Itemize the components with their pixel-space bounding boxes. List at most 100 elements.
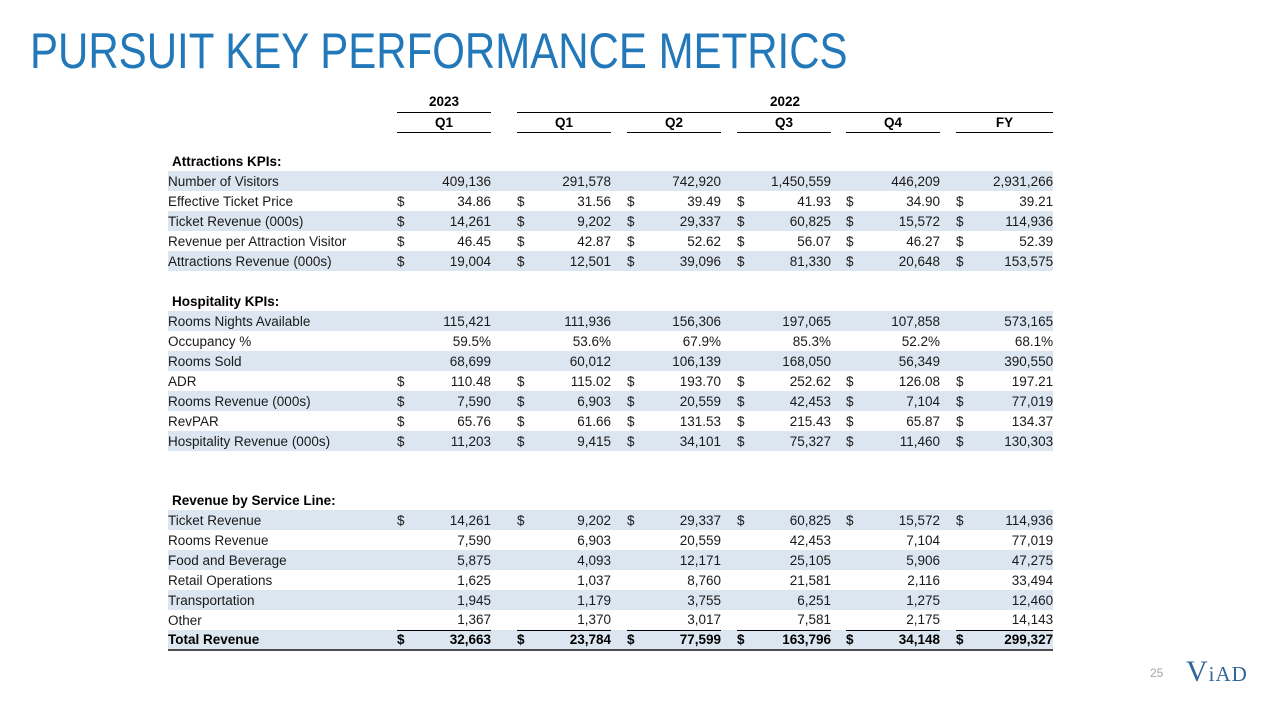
- gap-cell: [831, 630, 847, 651]
- cell-dollar-sign: $: [956, 251, 981, 271]
- cell-value: 390,550: [980, 351, 1054, 371]
- cell-value: 31.56: [577, 193, 612, 209]
- cell-value: 197.21: [1011, 373, 1054, 389]
- row-label: RevPAR: [168, 413, 219, 429]
- gap-cell: [611, 610, 627, 630]
- gap-cell: [831, 211, 847, 231]
- cell-dollar-sign: $: [397, 211, 421, 231]
- gap-cell: [721, 550, 738, 570]
- cell-dollar-sign: [956, 550, 981, 570]
- cell-dollar-sign: $: [397, 193, 405, 209]
- gap-cell: [611, 431, 628, 451]
- table-row: Rooms Sold 68,699 60,012 106,139 168,050 56,3…: [168, 351, 1054, 371]
- gap-cell: [831, 371, 846, 391]
- cell-dollar-sign: [397, 550, 421, 570]
- cell-dollar-sign: [846, 171, 871, 191]
- gap-cell: [491, 371, 517, 391]
- table-row: Food and Beverage 5,875 4,093 12,171 25,105 5…: [168, 550, 1054, 570]
- cell-value: 20,559: [651, 391, 722, 411]
- cell-value: 5,875: [421, 550, 492, 570]
- cell-value: 168,050: [761, 351, 832, 371]
- cell-value: 7,590: [421, 391, 492, 411]
- cell-dollar-sign: [397, 351, 421, 371]
- cell-dollar-sign: $: [737, 630, 762, 651]
- cell-value: 1,945: [421, 590, 492, 610]
- cell-value: 6,903: [577, 532, 612, 548]
- cell-dollar-sign: [627, 331, 651, 351]
- cell-value: 2,116: [907, 572, 941, 588]
- gap-cell: [721, 251, 738, 271]
- row-label: ADR: [168, 373, 197, 389]
- quarter-column-label: FY: [956, 112, 1054, 133]
- cell-dollar-sign: [397, 570, 421, 590]
- gap-cell: [831, 570, 846, 590]
- cell-dollar-sign: $: [846, 251, 871, 271]
- cell-value: 573,165: [980, 311, 1054, 331]
- gap-cell: [611, 331, 627, 351]
- table-row: Attractions Revenue (000s) $19,004 $12,501…: [168, 251, 1054, 271]
- row-label: Rooms Sold: [168, 351, 397, 371]
- spacer-row: [168, 132, 1053, 151]
- cell-dollar-sign: [397, 311, 421, 331]
- table-row: RevPAR $65.76 $61.66 $131.53 $215.43 $65.87 $1…: [168, 411, 1053, 431]
- cell-dollar-sign: $: [737, 233, 745, 249]
- cell-value: 53.6%: [572, 333, 612, 349]
- gap-cell: [491, 211, 518, 231]
- table-row: Total Revenue $32,663 $23,784 $77,599 $163,7…: [168, 630, 1054, 651]
- cell-value: 68.1%: [1014, 333, 1054, 349]
- cell-dollar-sign: [627, 550, 652, 570]
- gap-cell: [491, 191, 517, 211]
- table-row: Ticket Revenue (000s) $14,261 $9,202 $29,33…: [168, 211, 1054, 231]
- cell-dollar-sign: [956, 311, 981, 331]
- cell-value: 34,148: [870, 630, 941, 651]
- kpi-table: 2023 2022 Q1 Q1 Q2 Q3 Q4 FY Attractions KPIs: Num…: [168, 92, 1054, 651]
- cell-dollar-sign: $: [956, 630, 981, 651]
- spacer-cell: [168, 132, 1053, 151]
- cell-value: 52.39: [1019, 233, 1054, 249]
- cell-dollar-sign: [846, 331, 870, 351]
- cell-dollar-sign: [956, 570, 980, 590]
- viad-logo: ViAD: [1186, 655, 1248, 689]
- quarter-column-label: Q1: [397, 112, 492, 133]
- cell-dollar-sign: $: [397, 251, 421, 271]
- gap-cell: [491, 251, 518, 271]
- cell-dollar-sign: [846, 311, 871, 331]
- cell-dollar-sign: $: [846, 373, 854, 389]
- cell-dollar-sign: $: [627, 391, 652, 411]
- row-label: Effective Ticket Price: [168, 193, 294, 209]
- cell-value: 4,093: [541, 550, 612, 570]
- cell-value: 42,453: [789, 532, 832, 548]
- cell-dollar-sign: $: [627, 233, 635, 249]
- cell-value: 114,936: [980, 510, 1054, 530]
- cell-value: 34,101: [651, 431, 722, 451]
- gap-cell: [721, 391, 738, 411]
- table-row: Other 1,367 1,370 3,017 7,581 2,175 14,143: [168, 610, 1054, 631]
- cell-dollar-sign: [517, 610, 542, 631]
- cell-dollar-sign: $: [737, 193, 745, 209]
- gap-cell: [940, 311, 957, 331]
- row-label: Retail Operations: [168, 572, 273, 588]
- cell-dollar-sign: $: [397, 431, 421, 451]
- cell-dollar-sign: $: [397, 233, 405, 249]
- cell-dollar-sign: $: [517, 510, 542, 530]
- cell-dollar-sign: $: [737, 413, 745, 429]
- cell-dollar-sign: $: [737, 211, 762, 231]
- cell-value: 32,663: [421, 630, 492, 651]
- cell-dollar-sign: $: [517, 211, 542, 231]
- gap-cell: [611, 251, 628, 271]
- gap-cell: [721, 211, 738, 231]
- cell-dollar-sign: [627, 570, 651, 590]
- gap-cell: [611, 550, 628, 570]
- gap-cell: [831, 530, 846, 550]
- cell-value: 12,171: [651, 550, 722, 570]
- cell-dollar-sign: $: [956, 431, 981, 451]
- section-header-label: Revenue by Service Line:: [172, 492, 336, 508]
- cell-value: 110.48: [450, 373, 492, 389]
- gap-cell: [721, 590, 738, 610]
- cell-dollar-sign: [737, 570, 761, 590]
- cell-value: 77,019: [980, 391, 1054, 411]
- gap-cell: [611, 171, 628, 191]
- row-label: Other: [168, 612, 202, 628]
- gap-cell: [611, 590, 628, 610]
- cell-dollar-sign: [627, 590, 652, 610]
